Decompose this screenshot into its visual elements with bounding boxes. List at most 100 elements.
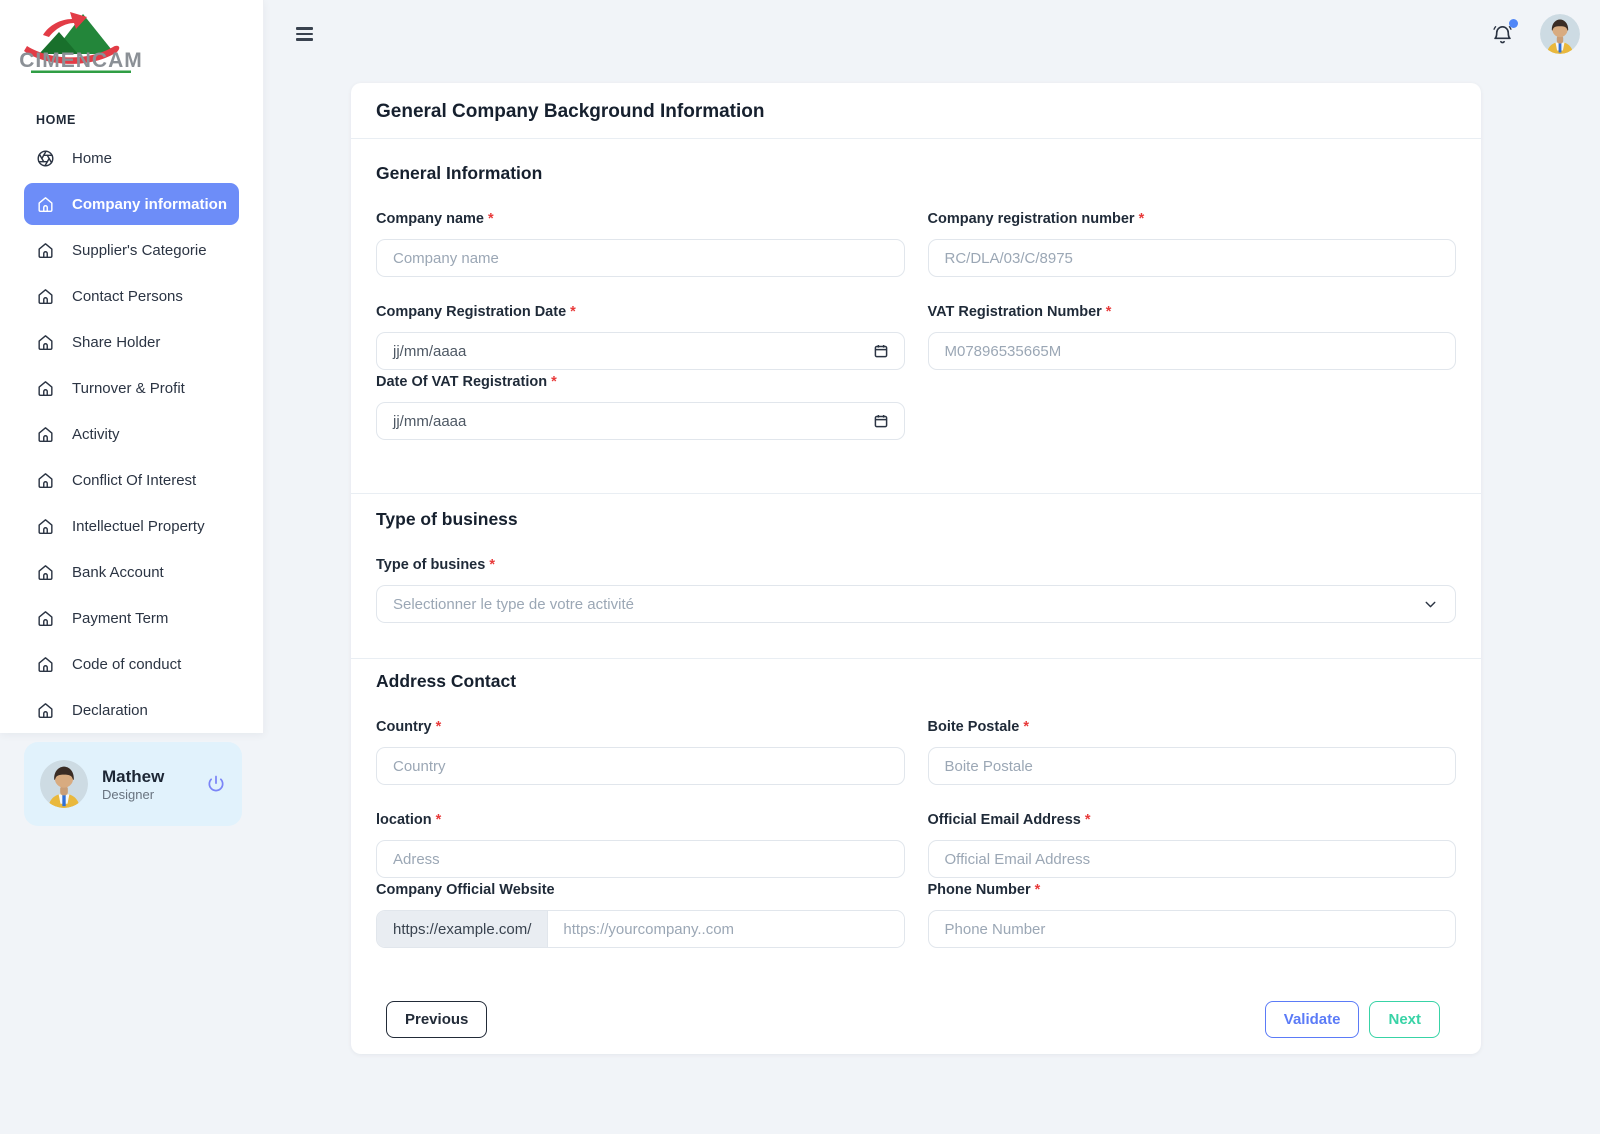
sidebar-item-payment-term[interactable]: Payment Term (0, 595, 263, 641)
user-avatar (40, 760, 88, 808)
section-title: Type of business (376, 509, 518, 529)
phone-number-input[interactable] (927, 910, 1456, 948)
sidebar-item-company-information[interactable]: Company information (0, 181, 263, 227)
website-input-group: https://example.com/ (376, 910, 905, 948)
field-phone-number: Phone Number * (927, 882, 1456, 948)
sidebar-item-turnover-profit[interactable]: Turnover & Profit (0, 365, 263, 411)
vat-registration-date-input[interactable]: jj/mm/aaaa (376, 402, 905, 440)
field-company-registration-date: Company Registration Date * jj/mm/aaaa (376, 304, 905, 370)
field-company-name: Company name * (376, 211, 905, 277)
sidebar-item-label: Supplier's Categorie (72, 241, 207, 259)
user-info: Mathew Designer (102, 766, 164, 802)
user-name: Mathew (102, 766, 165, 786)
validate-button[interactable]: Validate (1264, 1001, 1360, 1038)
vat-registration-number-input[interactable] (927, 332, 1456, 370)
sidebar-item-label: Payment Term (72, 609, 169, 627)
required-asterisk: * (489, 557, 495, 573)
sidebar-item-declaration[interactable]: Declaration (0, 687, 263, 733)
official-email-input[interactable] (927, 840, 1456, 878)
sidebar-item-share-holder[interactable]: Share Holder (0, 319, 263, 365)
sidebar-item-label: Activity (72, 425, 120, 443)
profile-avatar[interactable] (1540, 14, 1580, 54)
menu-toggle-icon[interactable] (292, 20, 317, 48)
required-asterisk: * (551, 374, 557, 390)
user-card[interactable]: Mathew Designer (24, 742, 242, 826)
sidebar-item-bank-account[interactable]: Bank Account (0, 549, 263, 595)
home-icon (38, 242, 53, 258)
home-icon (38, 610, 53, 626)
brand-name: CIMENCAM (20, 49, 142, 72)
sidebar-item-label: Conflict Of Interest (72, 471, 197, 489)
required-asterisk: * (1138, 211, 1145, 227)
sidebar-item-home[interactable]: Home (0, 135, 263, 181)
field-country: Country * (376, 719, 905, 785)
home-icon (38, 656, 53, 672)
website-input[interactable] (548, 911, 904, 947)
field-official-email: Official Email Address * (927, 812, 1456, 878)
country-input[interactable] (376, 747, 905, 785)
home-icon (38, 702, 53, 718)
boite-postale-input[interactable] (927, 747, 1456, 785)
required-asterisk: * (1023, 719, 1030, 735)
type-of-business-select[interactable]: Selectionner le type de votre activité (376, 585, 1456, 623)
website-prefix: https://example.com/ (377, 911, 549, 947)
section-address-contact: Address Contact Country* location* Compa… (351, 658, 1481, 1054)
company-registration-date-input[interactable]: jj/mm/aaaa (376, 332, 905, 370)
field-vat-registration-number: VAT Registration Number * (927, 304, 1456, 370)
sidebar-item-label: Declaration (72, 701, 148, 719)
notification-dot (1509, 18, 1518, 28)
sidebar-item-supplier-s-categorie[interactable]: Supplier's Categorie (0, 227, 263, 273)
section-title: Address Contact (376, 671, 517, 691)
company-name-input[interactable] (376, 239, 905, 277)
home-icon (38, 380, 53, 396)
sidebar-nav: Home Company information Supplier's Catego… (0, 135, 263, 733)
home-icon (38, 334, 53, 350)
sidebar-item-label: Intellectuel Property (72, 517, 205, 535)
sidebar-item-label: Code of conduct (72, 655, 182, 673)
aperture-icon (37, 150, 54, 166)
sidebar-item-contact-persons[interactable]: Contact Persons (0, 273, 263, 319)
location-input[interactable] (376, 840, 905, 878)
sidebar-item-intellectuel-property[interactable]: Intellectuel Property (0, 503, 263, 549)
sidebar-item-label: Home (72, 149, 113, 167)
chevron-down-icon (1422, 596, 1439, 613)
sidebar-item-conflict-of-interest[interactable]: Conflict Of Interest (0, 457, 263, 503)
sidebar-item-label: Contact Persons (72, 287, 183, 305)
cimencam-logo: CIMENCAM (19, 8, 263, 79)
topbar (264, 0, 1600, 68)
required-asterisk: * (1084, 812, 1091, 828)
home-icon (38, 288, 53, 304)
calendar-icon[interactable] (874, 414, 888, 428)
field-company-website: Company Official Website https://example… (376, 882, 905, 948)
next-button[interactable]: Next (1369, 1001, 1440, 1038)
company-registration-number-input[interactable] (927, 239, 1456, 277)
home-icon (38, 196, 53, 212)
sidebar-item-label: Bank Account (72, 563, 164, 581)
logout-power-icon[interactable] (206, 774, 226, 794)
home-icon (38, 472, 53, 488)
calendar-icon[interactable] (874, 344, 888, 358)
required-asterisk: * (435, 812, 442, 828)
sidebar: CIMENCAM HOME Home Company information Sup… (0, 0, 264, 733)
sidebar-section-label: HOME (36, 113, 76, 127)
section-title: General Information (376, 163, 543, 183)
required-asterisk: * (487, 211, 494, 227)
field-location: location * (376, 812, 905, 878)
form-footer: Previous Validate Next (376, 948, 1456, 1054)
home-icon (38, 518, 53, 534)
required-asterisk: * (1034, 882, 1041, 898)
sidebar-item-activity[interactable]: Activity (0, 411, 263, 457)
user-role: Designer (102, 787, 155, 803)
home-icon (38, 564, 53, 580)
sidebar-item-label: Turnover & Profit (72, 379, 185, 397)
field-vat-registration-date: Date Of VAT Registration * jj/mm/aaaa (376, 374, 905, 440)
previous-button[interactable]: Previous (386, 1001, 488, 1038)
required-asterisk: * (435, 719, 442, 735)
sidebar-item-label: Company information (72, 195, 228, 213)
section-general-information: General Information Company name * Compan… (351, 139, 1481, 493)
field-type-of-business: Type of busines * Selectionner le type de… (376, 557, 1456, 623)
notifications-button[interactable] (1491, 18, 1518, 46)
field-boite-postale: Boite Postale * (927, 719, 1456, 785)
page-title: General Company Background Information (351, 83, 1481, 139)
sidebar-item-code-of-conduct[interactable]: Code of conduct (0, 641, 263, 687)
